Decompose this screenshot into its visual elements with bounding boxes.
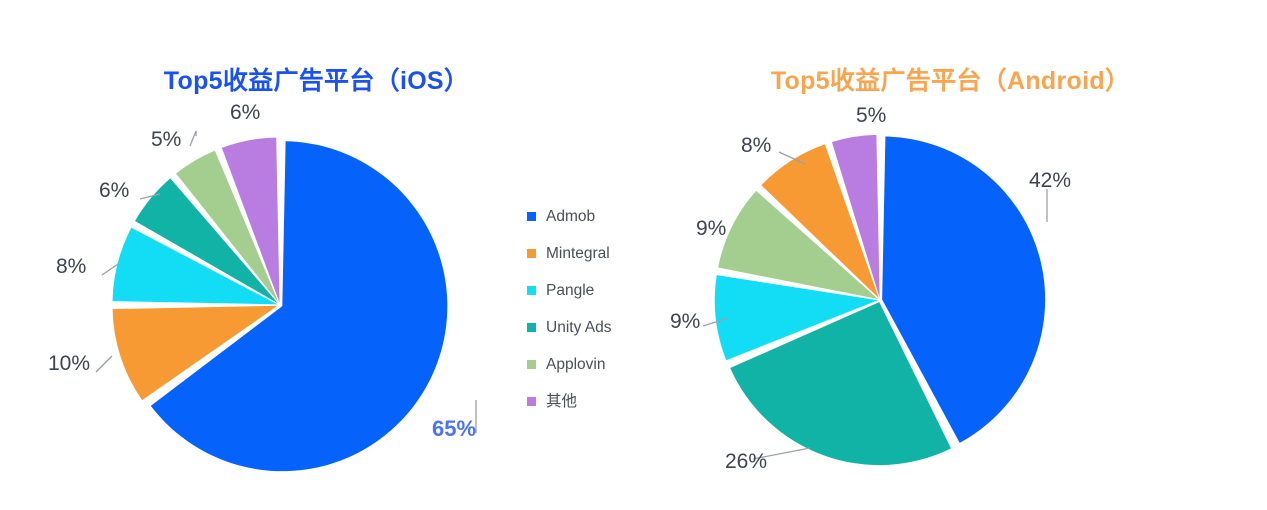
pie-leader-line xyxy=(752,447,811,460)
legend-swatch-icon xyxy=(527,249,536,258)
pie-value-label: 42% xyxy=(1029,169,1072,192)
pie-leader-line xyxy=(101,263,119,276)
legend-item[interactable]: Unity Ads xyxy=(527,309,611,346)
pie-value-label: 65% xyxy=(432,416,477,441)
pie-svg-ios xyxy=(95,130,477,472)
legend-swatch-icon xyxy=(527,212,536,221)
legend-item[interactable]: 其他 xyxy=(527,383,611,420)
pie-slice[interactable] xyxy=(718,190,879,300)
pie-leader-line xyxy=(778,151,806,165)
pie-slice[interactable] xyxy=(135,178,278,304)
legend-label: Pangle xyxy=(546,281,595,299)
pie-leader-line xyxy=(702,317,729,327)
pie-slice[interactable] xyxy=(221,137,280,303)
legend-item[interactable]: Mintegral xyxy=(527,235,611,272)
page-title-android: Top5收益广告平台（Android） xyxy=(770,66,1131,95)
pie-leader-line xyxy=(95,355,113,373)
pie-slices-android xyxy=(714,134,1046,466)
legend-label: 其他 xyxy=(546,392,578,410)
pie-slice[interactable] xyxy=(761,144,879,299)
legend-swatch-icon xyxy=(527,397,536,406)
chart-panel-ios: Top5收益广告平台（iOS） Admob Mintegral Pangle Unit… xyxy=(0,0,633,510)
pie-slices-ios xyxy=(112,137,448,472)
legend-swatch-icon xyxy=(527,360,536,369)
chart-panel-android: Top5收益广告平台（Android） AdmobMetaPangleApplo… xyxy=(634,0,1267,510)
pie-slice[interactable] xyxy=(112,305,278,401)
pie-slice[interactable] xyxy=(176,150,279,303)
page-title-ios: Top5收益广告平台（iOS） xyxy=(163,66,470,95)
legend-label: Mintegral xyxy=(546,244,610,262)
pie-value-label: 10% xyxy=(48,352,91,375)
pie-slice[interactable] xyxy=(730,302,952,466)
pie-leader-line xyxy=(189,130,197,147)
pie-slice[interactable] xyxy=(831,134,880,298)
pie-slice[interactable] xyxy=(882,136,1046,443)
pie-value-label: 9% xyxy=(696,217,727,240)
legend-label: Admob xyxy=(546,207,596,225)
legend-label: Unity Ads xyxy=(546,318,612,336)
pie-value-label: 8% xyxy=(56,255,87,278)
pie-value-label: 6% xyxy=(230,101,261,124)
pie-value-label: 5% xyxy=(151,128,182,151)
legend-item[interactable]: Applovin xyxy=(527,346,611,383)
pie-value-label: 8% xyxy=(741,134,772,157)
pie-value-label: 6% xyxy=(99,179,130,202)
legend-item[interactable]: Admob xyxy=(527,198,611,235)
pie-leader-line xyxy=(139,193,161,200)
pie-slice[interactable] xyxy=(150,141,448,472)
legend-swatch-icon xyxy=(527,323,536,332)
pie-slice[interactable] xyxy=(112,227,278,305)
pie-value-label: 9% xyxy=(670,310,701,333)
pie-chart-ios xyxy=(0,0,633,510)
pie-leader-lines-android xyxy=(702,151,1048,460)
pie-chart-android xyxy=(634,0,1267,510)
pie-leader-lines-ios xyxy=(95,130,477,433)
pie-value-label: 5% xyxy=(856,104,887,127)
pie-svg-android xyxy=(702,134,1048,466)
pie-slice[interactable] xyxy=(714,275,878,361)
legend-label: Applovin xyxy=(546,355,606,373)
pie-value-label: 26% xyxy=(725,450,768,473)
legend-item[interactable]: Pangle xyxy=(527,272,611,309)
legend-ios: Admob Mintegral Pangle Unity Ads Applovin 其他 xyxy=(527,198,611,420)
legend-swatch-icon xyxy=(527,286,536,295)
